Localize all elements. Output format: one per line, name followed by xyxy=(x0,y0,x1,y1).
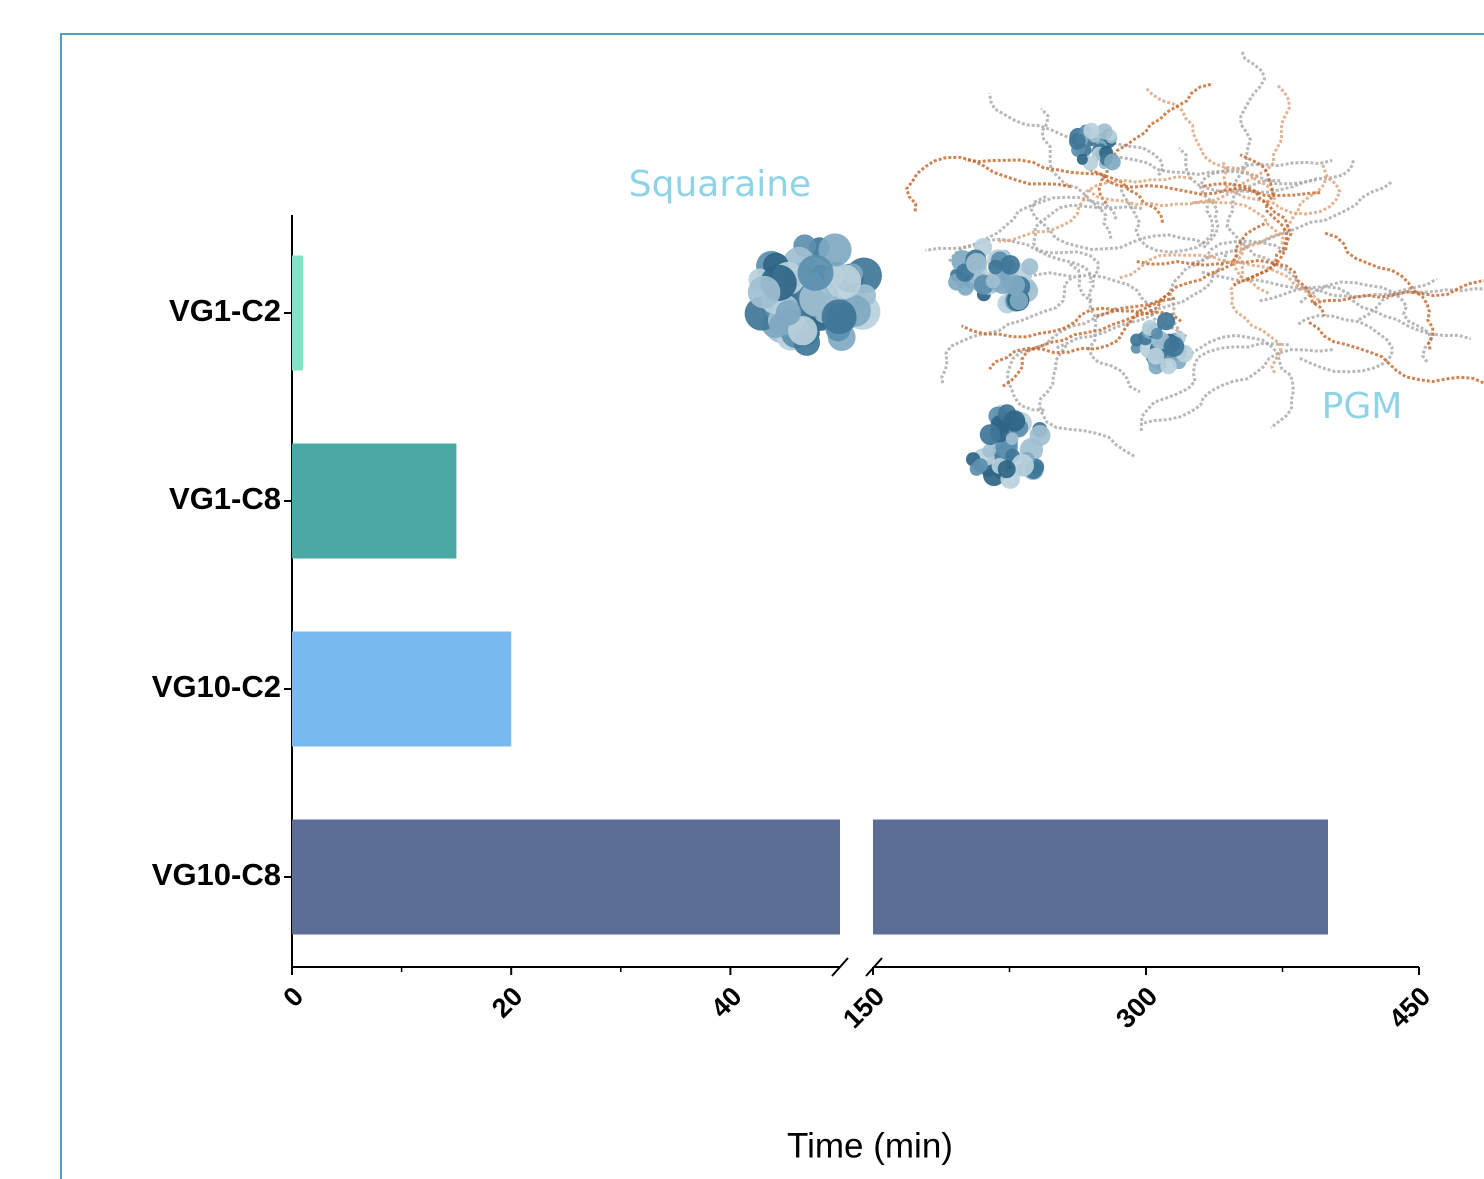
strand xyxy=(1119,184,1215,254)
particle xyxy=(1009,291,1029,311)
strand xyxy=(1324,231,1435,352)
axis-break xyxy=(831,957,849,977)
strand xyxy=(988,296,1176,371)
strand xyxy=(1229,242,1283,376)
strand xyxy=(1308,321,1484,385)
particle xyxy=(1104,153,1121,171)
particle xyxy=(1083,122,1100,139)
particle xyxy=(818,233,852,267)
particle xyxy=(1096,123,1113,140)
x-tick-label: 150 xyxy=(837,981,890,1034)
strand xyxy=(1119,253,1323,304)
strand xyxy=(1031,203,1143,284)
y-tick-label: VG10-C8 xyxy=(152,857,281,892)
x-tick-label: 450 xyxy=(1383,981,1436,1034)
strand xyxy=(1168,239,1286,338)
strand xyxy=(1089,168,1322,198)
x-tick-label: 20 xyxy=(486,981,528,1023)
particle xyxy=(1003,410,1026,432)
strand xyxy=(1040,107,1113,240)
x-axis-title: Time (min) xyxy=(787,1126,953,1165)
particle xyxy=(973,458,988,473)
particle xyxy=(797,254,834,291)
particle xyxy=(1021,258,1039,276)
strand xyxy=(1001,271,1188,338)
strand xyxy=(996,175,1192,243)
strand xyxy=(940,276,1073,386)
bar xyxy=(292,443,457,559)
strand xyxy=(1225,178,1309,292)
strand xyxy=(1192,84,1291,205)
particle xyxy=(997,460,1016,479)
strand xyxy=(1087,188,1285,247)
bar xyxy=(292,819,840,935)
particle xyxy=(988,259,1003,275)
particle xyxy=(957,279,974,296)
strand xyxy=(905,155,1072,212)
strand xyxy=(1136,258,1326,317)
particle xyxy=(1005,432,1019,446)
particle xyxy=(979,424,1001,446)
particle xyxy=(747,275,781,309)
particle xyxy=(1076,153,1088,165)
strand xyxy=(1096,221,1268,318)
particle xyxy=(1011,454,1035,477)
strand xyxy=(1055,252,1228,350)
strand xyxy=(1097,82,1214,205)
illustration xyxy=(744,50,1484,489)
particle xyxy=(821,299,857,335)
particle xyxy=(985,274,1000,289)
particle xyxy=(1000,254,1020,275)
strand xyxy=(1037,344,1136,458)
strand xyxy=(1190,333,1295,429)
particle xyxy=(966,252,988,275)
particle xyxy=(1147,347,1165,365)
axis-break xyxy=(865,957,883,977)
strand xyxy=(1296,314,1394,374)
strand xyxy=(1201,270,1438,299)
strand xyxy=(1068,262,1141,394)
annotation: Squaraine xyxy=(629,164,811,205)
strand xyxy=(1312,279,1484,305)
strand xyxy=(1144,86,1276,201)
x-tick-label: 0 xyxy=(277,981,309,1013)
x-tick-label: 40 xyxy=(705,981,747,1023)
y-tick-label: VG1-C2 xyxy=(169,293,281,328)
strand xyxy=(1358,287,1484,322)
strand xyxy=(1221,161,1342,216)
particle xyxy=(1156,312,1176,331)
bar xyxy=(292,631,512,747)
strand xyxy=(1231,50,1267,188)
particle xyxy=(982,443,996,458)
strand xyxy=(1140,348,1333,426)
strand xyxy=(1299,280,1433,365)
particle xyxy=(775,300,802,326)
particle xyxy=(1151,327,1163,340)
particle xyxy=(1068,133,1086,150)
bar xyxy=(873,819,1328,935)
particle xyxy=(1160,357,1177,375)
bar xyxy=(292,255,303,371)
particle xyxy=(1029,424,1051,446)
strand xyxy=(1239,153,1288,282)
x-tick-label: 300 xyxy=(1110,981,1163,1034)
strand xyxy=(1029,195,1208,252)
strand xyxy=(1203,182,1293,287)
y-tick-label: VG1-C8 xyxy=(169,481,281,516)
strand xyxy=(1139,341,1289,433)
particle xyxy=(1163,336,1185,357)
strand xyxy=(1000,291,1171,389)
strand xyxy=(1199,169,1317,249)
strand xyxy=(925,195,1118,252)
particle xyxy=(1004,274,1025,296)
strand xyxy=(1005,306,1118,412)
annotation: PGM xyxy=(1322,386,1403,427)
strand xyxy=(1191,180,1394,265)
strand xyxy=(1094,155,1333,176)
y-tick-label: VG10-C2 xyxy=(152,669,281,704)
